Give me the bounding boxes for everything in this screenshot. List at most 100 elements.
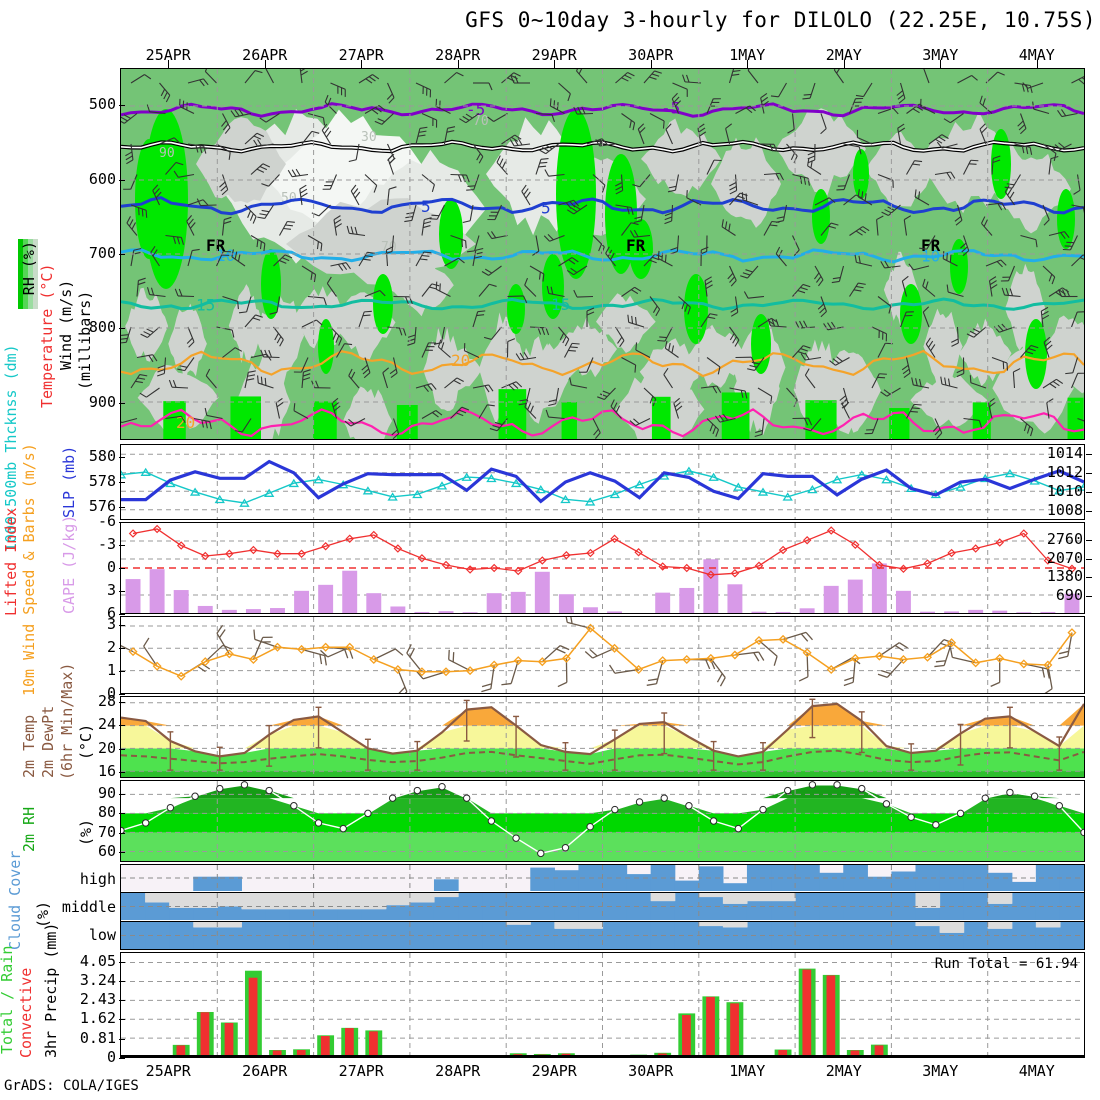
axis-tick-label: 690	[1055, 585, 1083, 604]
bottom-date-label: 25APR	[145, 1062, 191, 1080]
axis-tick-label: 2760	[1046, 530, 1083, 549]
axis-tick-label: 16	[97, 762, 116, 781]
axis-tick-mark	[119, 772, 125, 774]
wind-speed-label: 10m Wind Speed & Barbs (m/s)	[20, 443, 38, 696]
rh-panel	[120, 780, 1085, 862]
svg-text:FR: FR	[626, 236, 646, 255]
axis-tick-label: 800	[88, 318, 116, 337]
top-date-label: 30APR	[628, 46, 674, 64]
dewpt-label: 2m DewPt	[39, 705, 57, 778]
axis-tick-label: 0	[106, 684, 116, 702]
axis-tick-mark	[119, 852, 125, 854]
axis-tick-mark	[119, 522, 125, 523]
axis-tick-label: 0.81	[79, 1028, 116, 1047]
axis-tick-mark	[119, 568, 125, 569]
axis-tick-label: 1	[106, 661, 116, 680]
svg-text:10: 10	[921, 247, 940, 266]
axis-tick-mark	[1086, 558, 1092, 560]
svg-text:15: 15	[196, 296, 215, 315]
top-date-tick	[168, 60, 170, 69]
lifted-index-label: Lifted Index	[2, 507, 20, 616]
bottom-date-label: 1MAY	[729, 1062, 766, 1080]
bottom-date-label: 27APR	[338, 1062, 384, 1080]
axis-tick-label: 2070	[1046, 548, 1083, 567]
axis-tick-mark	[119, 179, 125, 181]
svg-text:20: 20	[451, 351, 470, 370]
axis-tick-mark	[1086, 540, 1092, 542]
precip-total-label: Total / Rain	[0, 945, 16, 1054]
upper-units-label: (millibars)	[76, 290, 94, 390]
upper-rh-label: RH (%)	[20, 241, 38, 296]
top-date-label: 1MAY	[729, 46, 766, 64]
axis-tick-label: 28	[97, 691, 116, 710]
cloud-row-low-label: low	[88, 926, 116, 944]
axis-tick-mark	[119, 813, 125, 815]
axis-tick-mark	[119, 591, 125, 592]
svg-text:FR: FR	[921, 236, 941, 255]
axis-tick-mark	[119, 545, 125, 546]
cloud-cover-label: Cloud Cover	[6, 850, 24, 950]
axis-tick-label: 2	[106, 638, 116, 657]
footer-credit: GrADS: COLA/IGES	[4, 1078, 139, 1094]
bottom-date-label: 28APR	[435, 1062, 481, 1080]
top-date-tick	[264, 60, 266, 69]
top-date-label: 28APR	[435, 46, 481, 64]
cloud-row-high-label: high	[79, 870, 116, 888]
bottom-date-label: 29APR	[531, 1062, 577, 1080]
axis-tick-label: 1014	[1046, 443, 1083, 462]
axis-tick-mark	[119, 507, 125, 509]
axis-tick-mark	[119, 625, 125, 627]
top-date-label: 29APR	[531, 46, 577, 64]
axis-tick-mark	[1086, 510, 1092, 512]
axis-tick-label: 1010	[1046, 481, 1083, 500]
axis-tick-label: 1.62	[79, 1009, 116, 1028]
temp-label: 2m Temp	[20, 714, 38, 778]
axis-tick-label: 6	[106, 604, 116, 622]
cape-li-panel	[120, 522, 1085, 614]
top-date-label: 25APR	[145, 46, 191, 64]
axis-tick-label: 3.24	[79, 970, 116, 989]
axis-tick-mark	[119, 748, 125, 750]
axis-tick-label: -3	[97, 535, 116, 553]
top-date-tick	[940, 60, 942, 69]
axis-tick-label: 20	[97, 738, 116, 757]
bottom-date-label: 2MAY	[825, 1062, 862, 1080]
axis-tick-mark	[119, 694, 125, 695]
axis-tick-mark	[119, 648, 125, 650]
temp-dewpt-panel	[120, 696, 1085, 778]
precip-conv-label: Convective	[17, 967, 35, 1058]
axis-tick-label: 600	[88, 169, 116, 188]
axis-tick-mark	[1086, 577, 1092, 579]
svg-text:20: 20	[176, 413, 195, 432]
top-date-label: 26APR	[242, 46, 288, 64]
top-date-tick	[650, 60, 652, 69]
axis-tick-mark	[119, 402, 125, 404]
axis-tick-label: 580	[88, 446, 116, 465]
top-date-tick	[361, 60, 363, 69]
top-date-label: 2MAY	[825, 46, 862, 64]
bottom-date-label: 30APR	[628, 1062, 674, 1080]
axis-tick-label: 578	[88, 472, 116, 490]
axis-tick-label: 1380	[1046, 567, 1083, 586]
svg-text:5: 5	[541, 199, 551, 218]
axis-tick-label: 576	[88, 497, 116, 516]
axis-tick-mark	[119, 1058, 125, 1059]
bottom-date-label: 4MAY	[1018, 1062, 1055, 1080]
precip-panel: Run Total = 61.94	[120, 952, 1085, 1058]
axis-tick-mark	[119, 671, 125, 673]
svg-text:-5: -5	[661, 99, 680, 118]
axis-tick-label: 0	[106, 1048, 116, 1066]
svg-text:-5: -5	[466, 100, 485, 119]
bottom-date-label: 3MAY	[922, 1062, 959, 1080]
precip-axis-label: 3hr Precip (mm)	[42, 922, 60, 1058]
svg-text:70: 70	[473, 114, 489, 129]
axis-tick-mark	[119, 961, 125, 963]
axis-tick-mark	[119, 482, 125, 483]
bottom-date-label: 26APR	[242, 1062, 288, 1080]
top-date-tick	[457, 60, 459, 69]
axis-tick-label: 4.05	[79, 951, 116, 970]
svg-text:5: 5	[421, 197, 431, 216]
axis-tick-mark	[119, 614, 125, 615]
svg-text:30: 30	[361, 130, 377, 145]
